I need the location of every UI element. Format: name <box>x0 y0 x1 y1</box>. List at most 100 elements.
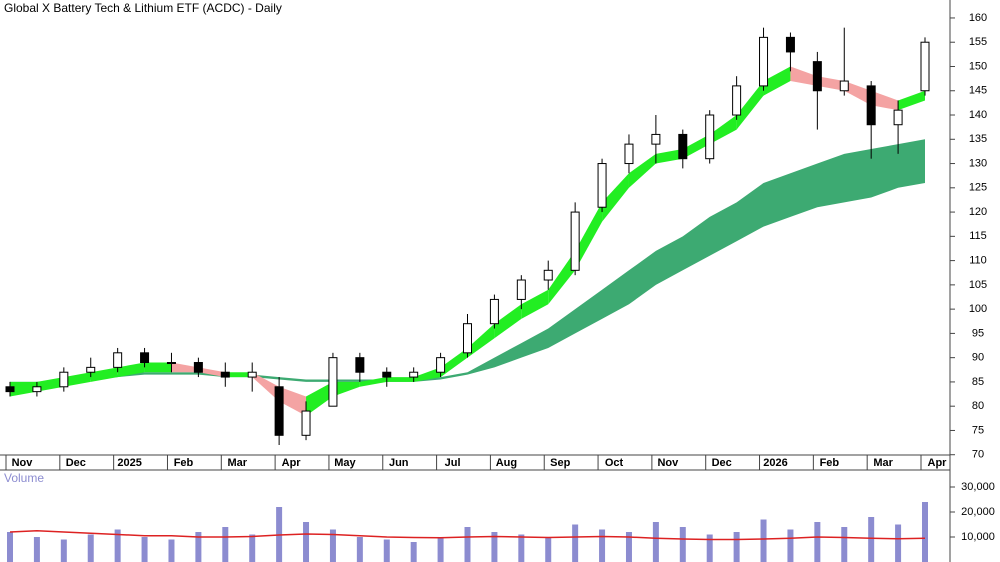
fast-band-segment <box>736 81 764 130</box>
fast-band-segment <box>575 202 603 271</box>
x-tick-label: Apr <box>928 457 948 469</box>
volume-bar <box>60 539 67 562</box>
candle-body <box>785 36 795 53</box>
candle-body <box>543 269 553 281</box>
candle-body <box>301 410 311 436</box>
fast-band-segment <box>279 386 307 416</box>
candle-body <box>866 85 876 126</box>
y-tick-label: 160 <box>969 12 987 24</box>
volume-bar <box>491 532 498 562</box>
volume-bar <box>679 527 686 562</box>
fast-band-segment <box>332 381 360 397</box>
fast-band-segment <box>602 173 629 222</box>
x-tick-label: Aug <box>496 457 517 469</box>
y-tick-label: 95 <box>972 327 984 339</box>
candle-body <box>624 143 634 165</box>
fast-band-segment <box>386 377 414 382</box>
candle-body <box>193 362 203 373</box>
volume-bar <box>222 527 229 562</box>
volume-bar <box>814 522 821 562</box>
y-tick-label: 140 <box>969 109 987 121</box>
x-tick-label: Nov <box>12 457 34 469</box>
candle-body <box>32 386 42 393</box>
volume-bar <box>868 517 875 562</box>
y-tick-label: 80 <box>972 400 984 412</box>
x-tick-label: Feb <box>820 457 840 469</box>
fast-band-segment <box>521 289 549 319</box>
fast-band-segment <box>198 367 226 378</box>
x-tick-label: Mar <box>228 457 248 469</box>
candle-body <box>839 80 849 92</box>
volume-bar <box>329 529 336 562</box>
y-tick-label: 135 <box>969 133 987 145</box>
volume-bar <box>168 539 175 562</box>
volume-bar <box>249 534 256 562</box>
volume-bar <box>545 537 552 562</box>
candle-body <box>113 352 123 368</box>
x-tick-label: Sep <box>550 457 570 469</box>
fast-band-segment <box>628 153 656 188</box>
volume-bar <box>87 534 94 562</box>
volume-bar <box>383 539 390 562</box>
volume-bar <box>141 537 148 562</box>
y-tick-label: 90 <box>972 352 984 364</box>
volume-bar <box>464 527 471 562</box>
fast-band-segment <box>10 381 37 397</box>
fast-band-segment <box>494 304 522 339</box>
volume-bar <box>7 532 13 562</box>
candle-body <box>247 371 257 378</box>
x-tick-label: Jun <box>389 457 409 469</box>
fast-band-segment <box>306 381 333 416</box>
x-tick-label: Nov <box>657 457 679 469</box>
fast-band-segment <box>871 90 899 111</box>
fast-band-segment <box>763 66 791 96</box>
y-tick-label: 85 <box>972 376 984 388</box>
fast-band-segment <box>36 377 64 392</box>
candle-body <box>274 386 284 436</box>
candle-body <box>355 357 365 373</box>
fast-band-segment <box>709 115 737 145</box>
fast-band-segment <box>171 362 199 373</box>
fast-band-segment <box>144 362 172 373</box>
y-tick-label: 120 <box>969 206 987 218</box>
volume-bar <box>195 532 202 562</box>
x-tick-label: 2025 <box>117 457 141 469</box>
x-tick-label: Oct <box>605 457 624 469</box>
fast-band-segment <box>682 134 710 159</box>
y-tick-label: 10,000 <box>961 531 995 543</box>
fast-band-segment <box>898 90 925 111</box>
y-tick-label: 105 <box>969 279 987 291</box>
fast-band-segment <box>225 372 253 378</box>
volume-bar <box>895 524 902 562</box>
volume-bar <box>410 542 417 562</box>
candle-body <box>166 362 176 365</box>
y-tick-label: 20,000 <box>961 506 995 518</box>
fast-band-segment <box>548 250 576 305</box>
x-tick-label: Apr <box>282 457 302 469</box>
fast-band-segment <box>359 377 387 387</box>
y-tick-label: 100 <box>969 303 987 315</box>
volume-bar <box>841 527 848 562</box>
chart-title: Global X Battery Tech & Lithium ETF (ACD… <box>4 1 282 15</box>
y-tick-label: 145 <box>969 85 987 97</box>
volume-bar <box>760 519 767 562</box>
volume-bar <box>33 537 40 562</box>
volume-bar <box>706 534 713 562</box>
candle-body <box>86 366 96 373</box>
candle-body <box>516 279 526 300</box>
candle-body <box>893 109 903 126</box>
volume-bar <box>625 532 632 562</box>
fast-band-segment <box>63 372 91 387</box>
volume-ma <box>9 529 926 541</box>
candle-body <box>59 371 69 388</box>
candle-body <box>705 114 715 160</box>
volume-bar <box>518 534 525 562</box>
fast-band-segment <box>440 347 468 378</box>
fast-band-segment <box>413 367 441 382</box>
candle-body <box>436 357 446 373</box>
volume-bar <box>733 532 740 562</box>
fast-band-segment <box>844 81 872 106</box>
volume-title: Volume <box>4 471 44 485</box>
